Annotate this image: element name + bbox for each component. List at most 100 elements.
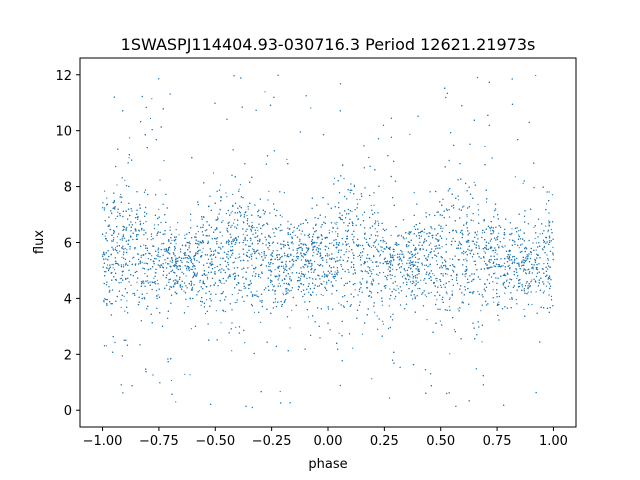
data-point — [323, 280, 325, 283]
data-point — [388, 305, 390, 307]
data-point — [502, 246, 504, 248]
data-point — [278, 274, 280, 276]
data-point — [433, 274, 435, 276]
data-point — [432, 273, 434, 275]
data-point — [387, 268, 389, 270]
data-point — [385, 228, 387, 230]
data-point — [142, 222, 145, 224]
data-point — [498, 245, 500, 247]
data-point — [237, 257, 239, 259]
data-point — [360, 244, 362, 246]
data-point — [116, 242, 118, 244]
data-point — [424, 268, 426, 270]
data-point — [382, 271, 385, 274]
data-point — [377, 220, 379, 222]
data-point — [278, 277, 280, 279]
data-point — [371, 378, 373, 380]
data-point — [326, 283, 328, 285]
data-point — [117, 211, 119, 213]
data-point — [300, 291, 302, 293]
data-point — [463, 205, 465, 207]
data-point — [202, 247, 204, 249]
data-point — [292, 243, 294, 245]
data-point — [519, 282, 521, 284]
data-point — [451, 290, 453, 292]
data-point — [256, 226, 258, 229]
data-point — [431, 228, 433, 230]
data-point — [524, 248, 526, 250]
data-point — [305, 259, 307, 261]
data-point — [392, 268, 394, 270]
data-point — [351, 210, 353, 212]
data-point — [231, 210, 233, 212]
data-point — [274, 269, 276, 271]
data-point — [380, 246, 382, 248]
data-point — [523, 308, 525, 310]
data-point — [348, 250, 350, 252]
data-point — [283, 294, 285, 296]
data-point — [200, 304, 202, 306]
data-point — [546, 254, 548, 256]
data-point — [523, 268, 525, 270]
data-point — [441, 246, 443, 248]
data-point — [481, 341, 483, 343]
data-point — [219, 281, 221, 283]
data-point — [370, 246, 372, 248]
data-point — [293, 230, 295, 232]
data-point — [225, 213, 227, 215]
data-point — [317, 263, 319, 266]
data-point — [490, 233, 492, 235]
data-point — [177, 258, 179, 260]
data-point — [449, 353, 451, 355]
data-point — [136, 281, 138, 283]
data-point — [293, 255, 295, 257]
data-point — [225, 192, 227, 194]
data-point — [268, 190, 270, 192]
data-point — [348, 245, 351, 248]
data-point — [413, 282, 415, 284]
data-point — [183, 252, 185, 254]
data-point — [326, 246, 328, 248]
data-point — [468, 249, 470, 251]
data-point — [147, 280, 149, 282]
data-point — [110, 272, 112, 274]
data-point — [255, 294, 257, 296]
data-point — [404, 270, 406, 272]
data-point — [483, 260, 486, 262]
data-point — [128, 157, 130, 159]
data-point — [516, 277, 518, 279]
data-point — [478, 214, 480, 216]
data-point — [515, 268, 517, 270]
data-point — [522, 182, 524, 184]
data-point — [269, 265, 271, 267]
data-point — [435, 260, 438, 262]
data-point — [535, 242, 538, 244]
data-point — [370, 292, 373, 294]
data-point — [426, 319, 428, 321]
data-point — [394, 298, 396, 300]
data-point — [464, 252, 466, 254]
data-point — [310, 107, 312, 109]
data-point — [238, 188, 240, 190]
data-point — [550, 228, 553, 231]
data-point — [505, 275, 507, 277]
data-point — [246, 214, 248, 217]
data-point — [397, 288, 399, 290]
data-point — [246, 240, 248, 242]
data-point — [136, 289, 138, 291]
data-point — [278, 282, 280, 284]
data-point — [124, 179, 126, 181]
data-point — [518, 247, 520, 249]
data-point — [233, 261, 235, 263]
data-point — [550, 295, 553, 297]
data-point — [291, 309, 293, 311]
data-point — [403, 255, 405, 257]
data-point — [310, 271, 312, 273]
data-point — [545, 203, 548, 205]
data-point — [153, 277, 155, 279]
data-point — [201, 251, 203, 253]
data-point — [361, 333, 364, 335]
data-point — [407, 232, 409, 234]
data-point — [508, 264, 510, 266]
data-point — [366, 261, 368, 263]
